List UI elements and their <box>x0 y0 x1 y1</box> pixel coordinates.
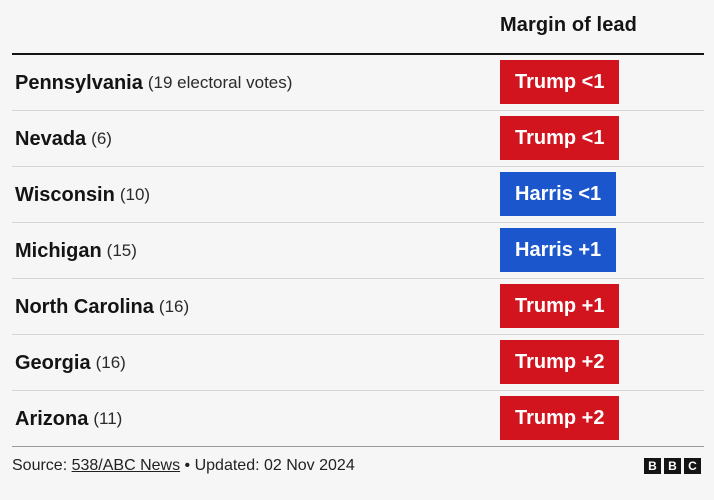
lead-badge: Trump +1 <box>500 284 620 328</box>
table-row: Arizona (11) Trump +2 <box>12 391 704 447</box>
table-row: Wisconsin (10) Harris <1 <box>12 167 704 223</box>
electoral-votes: (15) <box>106 241 137 260</box>
table-row: Michigan (15) Harris +1 <box>12 223 704 279</box>
state-cell: Wisconsin (10) <box>15 167 150 223</box>
state-cell: Pennsylvania (19 electoral votes) <box>15 55 292 111</box>
bbc-logo: B B C <box>644 458 701 474</box>
table-row: Pennsylvania (19 electoral votes) Trump <1 <box>12 55 704 111</box>
state-cell: Arizona (11) <box>15 391 122 447</box>
bbc-logo-letter: B <box>644 458 661 474</box>
updated-text: • Updated: 02 Nov 2024 <box>184 457 355 474</box>
electoral-votes: (6) <box>91 129 112 148</box>
state-cell: North Carolina (16) <box>15 279 189 335</box>
bbc-logo-letter: C <box>684 458 701 474</box>
electoral-votes: (11) <box>93 409 123 428</box>
table-row: North Carolina (16) Trump +1 <box>12 279 704 335</box>
table-row: Nevada (6) Trump <1 <box>12 111 704 167</box>
lead-badge: Harris <1 <box>500 172 617 216</box>
state-name: Georgia <box>15 351 91 374</box>
state-name: Wisconsin <box>15 183 115 206</box>
source-link[interactable]: 538/ABC News <box>71 457 181 474</box>
state-cell: Michigan (15) <box>15 223 137 279</box>
table-row: Georgia (16) Trump +2 <box>12 335 704 391</box>
lead-badge: Trump <1 <box>500 60 620 104</box>
state-name: North Carolina <box>15 295 154 318</box>
state-name: Nevada <box>15 127 87 150</box>
state-name: Pennsylvania <box>15 71 143 94</box>
table-body: Pennsylvania (19 electoral votes) Trump <1… <box>12 55 704 447</box>
state-cell: Georgia (16) <box>15 335 126 391</box>
electoral-votes: (10) <box>119 185 151 204</box>
margin-column-header: Margin of lead <box>500 14 637 36</box>
lead-badge: Trump +2 <box>500 340 620 384</box>
bbc-logo-letter: B <box>664 458 681 474</box>
lead-badge: Harris +1 <box>500 228 617 272</box>
source-label: Source: <box>12 457 68 474</box>
electoral-votes: (16) <box>95 353 126 372</box>
chart-footer: Source: 538/ABC News • Updated: 02 Nov 2… <box>12 457 704 479</box>
electoral-votes: (16) <box>158 297 190 316</box>
electoral-votes: (19 electoral votes) <box>147 73 293 92</box>
state-name: Michigan <box>15 239 102 262</box>
state-cell: Nevada (6) <box>15 111 112 167</box>
lead-badge: Trump <1 <box>500 116 620 160</box>
source-line: Source: 538/ABC News • Updated: 02 Nov 2… <box>12 457 355 475</box>
state-name: Arizona <box>15 407 89 430</box>
chart-frame: Margin of lead Pennsylvania (19 electoral… <box>12 0 704 500</box>
table-header: Margin of lead <box>12 0 704 55</box>
lead-badge: Trump +2 <box>500 396 620 440</box>
